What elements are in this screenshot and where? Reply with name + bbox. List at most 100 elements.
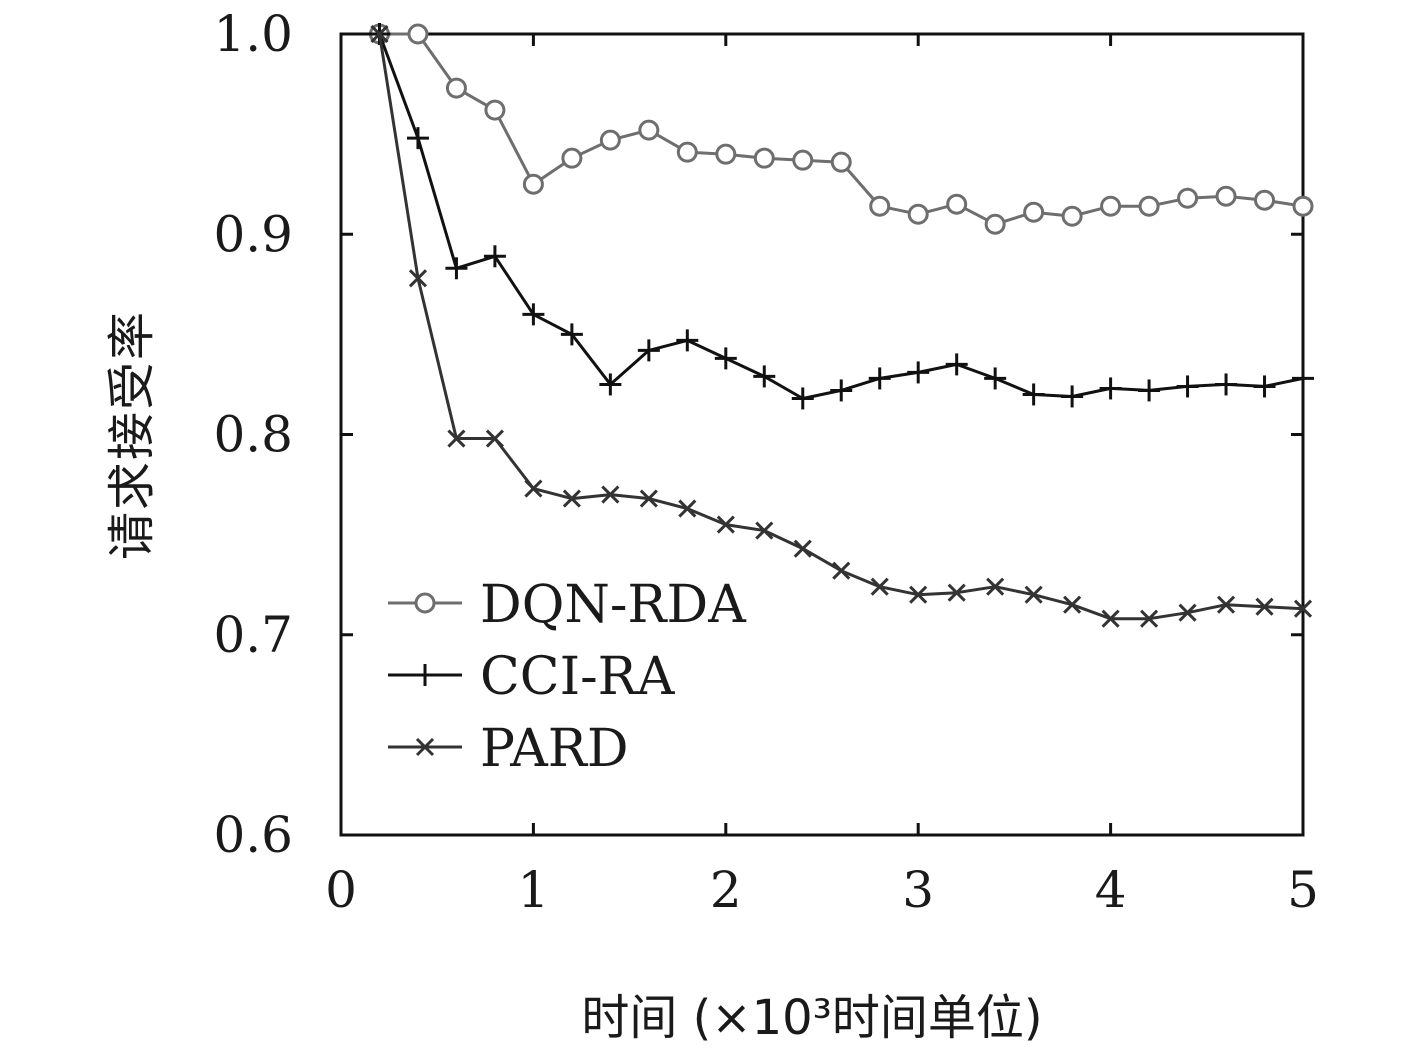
data-point-pard (1178, 603, 1197, 622)
data-point-pard (1216, 595, 1236, 614)
data-point-cci-ra (445, 257, 468, 280)
data-point-cci-ra (1022, 383, 1045, 406)
data-point-pard (524, 479, 543, 498)
data-point-pard (1140, 609, 1159, 628)
data-point-dqn-rda (1215, 185, 1237, 207)
data-point-cci-ra (522, 303, 545, 326)
data-point-cci-ra (945, 353, 968, 376)
data-point-dqn-rda (907, 203, 929, 225)
data-point-pard (909, 585, 928, 604)
y-axis-title: 请求接受率 (104, 310, 160, 560)
data-point-pard (678, 499, 697, 518)
data-point-dqn-rda (561, 147, 583, 169)
data-point-pard (1293, 599, 1313, 618)
legend-label: PARD (480, 719, 629, 779)
data-point-pard (370, 24, 389, 44)
x-axis-title: 时间 (×10³时间单位) (581, 990, 1042, 1046)
legend-label: DQN-RDA (480, 575, 747, 635)
legend-item-pard: PARD (388, 719, 629, 779)
series-dqn-rda (368, 23, 1314, 235)
data-point-dqn-rda (792, 149, 814, 171)
data-point-dqn-rda (1292, 195, 1314, 217)
data-point-cci-ra (1292, 367, 1314, 390)
data-point-cci-ra (1138, 379, 1161, 402)
legend-item-cci-ra: CCI-RA (388, 647, 676, 707)
y-tick-label: 0.8 (213, 406, 293, 464)
data-point-dqn-rda (753, 147, 775, 169)
x-tick-label: 1 (517, 861, 549, 919)
data-point-cci-ra (830, 379, 853, 402)
data-point-dqn-rda (676, 141, 698, 163)
series-layer (368, 23, 1314, 628)
data-point-pard (716, 515, 735, 534)
legend-marker (414, 592, 436, 614)
data-point-dqn-rda (830, 151, 852, 173)
data-point-dqn-rda (1138, 195, 1160, 217)
data-point-pard (408, 269, 428, 288)
data-point-cci-ra (637, 339, 660, 362)
y-tick-label: 0.9 (213, 205, 293, 263)
data-point-dqn-rda (715, 143, 737, 165)
legend: DQN-RDA CCI-RA PARD (388, 575, 747, 779)
y-tick-label: 0.7 (213, 606, 293, 664)
data-point-dqn-rda (522, 173, 544, 195)
data-point-dqn-rda (984, 213, 1006, 235)
x-tick-label: 5 (1287, 861, 1319, 919)
data-point-cci-ra (1099, 377, 1122, 400)
legend-marker (414, 664, 436, 686)
data-point-cci-ra (753, 365, 776, 388)
data-point-pard (1101, 609, 1120, 628)
data-point-cci-ra (1061, 385, 1084, 408)
data-point-cci-ra (791, 387, 814, 410)
series-line-pard (378, 33, 1304, 621)
x-tick-label: 3 (902, 861, 934, 919)
data-point-cci-ra (984, 367, 1007, 390)
data-point-pard (1024, 585, 1043, 604)
data-point-cci-ra (560, 323, 583, 346)
data-point-cci-ra (676, 329, 699, 352)
plot-area: 0 1 2 3 4 5 0.6 0.7 0.8 0.9 1.0 (213, 5, 1318, 919)
data-point-dqn-rda (1023, 201, 1045, 223)
data-point-pard (1255, 597, 1274, 616)
data-point-cci-ra (907, 361, 930, 384)
data-point-dqn-rda (407, 23, 429, 45)
legend-item-dqn-rda: DQN-RDA (388, 575, 747, 635)
data-point-dqn-rda (484, 99, 506, 121)
data-point-dqn-rda (946, 193, 968, 215)
series-line-cci-ra (378, 33, 1304, 400)
data-point-pard (832, 561, 851, 580)
legend-marker (415, 737, 435, 757)
data-point-pard (947, 583, 966, 602)
series-line-dqn-rda (379, 32, 1304, 226)
data-point-pard (447, 429, 466, 448)
data-point-dqn-rda (1061, 205, 1083, 227)
data-point-dqn-rda (445, 77, 467, 99)
data-point-dqn-rda (1177, 187, 1199, 209)
series-cci-ra (368, 23, 1314, 410)
legend-label: CCI-RA (480, 647, 676, 707)
data-point-pard (1063, 595, 1082, 614)
data-point-dqn-rda (1254, 189, 1276, 211)
data-point-pard (870, 577, 889, 596)
data-point-pard (986, 577, 1005, 596)
y-tick-label: 0.6 (213, 806, 293, 864)
data-point-cci-ra (714, 347, 737, 370)
data-point-pard (562, 489, 581, 508)
data-point-cci-ra (1215, 373, 1238, 396)
x-tick-label: 4 (1095, 861, 1127, 919)
data-point-cci-ra (599, 373, 622, 396)
data-point-dqn-rda (638, 119, 660, 141)
data-point-pard (485, 429, 504, 448)
data-point-cci-ra (1253, 375, 1276, 398)
data-point-pard (793, 539, 812, 558)
x-tick-label: 2 (710, 861, 742, 919)
data-point-cci-ra (868, 367, 891, 390)
series-pard (370, 24, 1313, 628)
data-point-dqn-rda (869, 195, 891, 217)
data-point-pard (755, 521, 774, 540)
data-point-cci-ra (483, 245, 506, 268)
data-point-pard (639, 489, 658, 508)
plot-frame (339, 32, 1305, 837)
data-point-dqn-rda (1100, 195, 1122, 217)
